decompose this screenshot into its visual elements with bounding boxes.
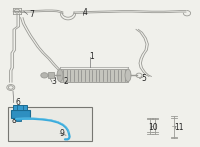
Text: 3: 3 — [51, 77, 56, 86]
Bar — [11, 110, 30, 118]
Text: 10: 10 — [148, 123, 158, 132]
Bar — [48, 72, 54, 78]
Text: 8: 8 — [11, 116, 16, 125]
Text: 9: 9 — [59, 128, 64, 138]
Text: 5: 5 — [141, 74, 146, 83]
Bar — [16, 118, 21, 121]
Ellipse shape — [57, 69, 63, 82]
Text: 2: 2 — [63, 77, 68, 86]
Bar — [60, 69, 128, 82]
Text: 11: 11 — [174, 123, 184, 132]
Text: 6: 6 — [15, 98, 20, 107]
FancyBboxPatch shape — [8, 107, 92, 141]
Text: 4: 4 — [83, 8, 88, 17]
Text: 7: 7 — [29, 10, 34, 19]
Circle shape — [41, 73, 48, 78]
Ellipse shape — [125, 69, 131, 82]
Bar — [13, 105, 27, 110]
Text: 1: 1 — [89, 52, 94, 61]
